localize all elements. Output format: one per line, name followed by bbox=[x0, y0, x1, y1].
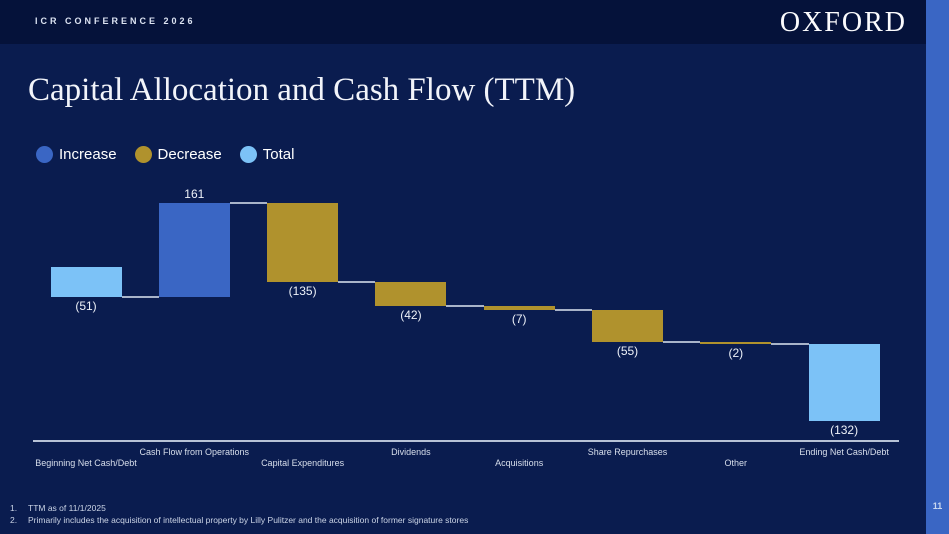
footnote: 2. Primarily includes the acquisition of… bbox=[10, 515, 468, 527]
oxford-brand-logo: OXFORD bbox=[779, 7, 907, 38]
footnote: 1. TTM as of 11/1/2025 bbox=[10, 503, 468, 515]
category-label: Capital Expenditures bbox=[261, 458, 345, 468]
header-band: ICR CONFERENCE 2026 OXFORD bbox=[0, 0, 949, 44]
waterfall-bar-acquisitions bbox=[483, 306, 555, 311]
bar-value-label: (132) bbox=[830, 422, 859, 437]
waterfall-bar-beginning-net-cash-debt bbox=[50, 267, 122, 297]
waterfall-connector bbox=[554, 309, 592, 312]
footnote-text: Primarily includes the acquisition of in… bbox=[28, 514, 469, 525]
footnote-number: 2. bbox=[10, 514, 18, 525]
slide-title: Capital Allocation and Cash Flow (TTM) bbox=[28, 72, 576, 108]
total-swatch-icon bbox=[239, 146, 257, 163]
footnotes: 1. TTM as of 11/1/2025 2. Primarily incl… bbox=[10, 503, 468, 526]
category-label: Share Repurchases bbox=[587, 447, 668, 457]
waterfall-connector bbox=[663, 341, 701, 344]
waterfall-connector bbox=[229, 201, 268, 204]
category-label: Other bbox=[724, 458, 748, 468]
bar-value-label: (7) bbox=[511, 312, 527, 327]
bar-value-label: 161 bbox=[184, 186, 205, 201]
legend-item-increase: Increase bbox=[36, 146, 117, 163]
category-label: Dividends bbox=[391, 447, 431, 457]
waterfall-connector bbox=[446, 305, 484, 308]
bar-value-label: (42) bbox=[400, 308, 422, 323]
bar-value-label: (135) bbox=[288, 283, 317, 298]
conference-label: ICR CONFERENCE 2026 bbox=[35, 16, 196, 26]
increase-swatch-icon bbox=[36, 146, 53, 163]
decrease-swatch-icon bbox=[134, 146, 152, 163]
waterfall-connector bbox=[771, 342, 809, 345]
legend-label: Increase bbox=[59, 146, 117, 163]
legend-item-decrease: Decrease bbox=[134, 146, 222, 163]
waterfall-bar-ending-net-cash-debt bbox=[808, 343, 880, 421]
accent-side-strip: 11 bbox=[926, 0, 949, 534]
category-label: Ending Net Cash/Debt bbox=[799, 447, 889, 457]
legend-label: Decrease bbox=[157, 146, 222, 163]
chart-legend: Increase Decrease Total bbox=[36, 146, 294, 163]
footnote-number: 1. bbox=[10, 503, 18, 513]
category-label: Beginning Net Cash/Debt bbox=[35, 458, 137, 468]
waterfall-bar-dividends bbox=[375, 281, 447, 307]
bar-value-label: (51) bbox=[75, 298, 97, 313]
waterfall-bar-share-repurchases bbox=[592, 310, 663, 343]
page-number: 11 bbox=[932, 501, 943, 511]
bar-value-label: (55) bbox=[616, 344, 639, 359]
waterfall-bar-other bbox=[700, 342, 772, 345]
waterfall-bar-capital-expenditures bbox=[267, 202, 339, 282]
category-label: Cash Flow from Operations bbox=[139, 447, 250, 457]
bar-value-label: (2) bbox=[728, 346, 744, 361]
waterfall-connector bbox=[338, 280, 376, 283]
legend-item-total: Total bbox=[239, 146, 295, 163]
footnote-text: TTM as of 11/1/2025 bbox=[28, 503, 106, 513]
legend-label: Total bbox=[262, 146, 295, 163]
category-label: Acquisitions bbox=[495, 458, 544, 468]
x-axis-line bbox=[33, 440, 899, 442]
waterfall-connector bbox=[121, 295, 159, 298]
waterfall-bar-cash-flow-from-operations bbox=[158, 202, 230, 297]
